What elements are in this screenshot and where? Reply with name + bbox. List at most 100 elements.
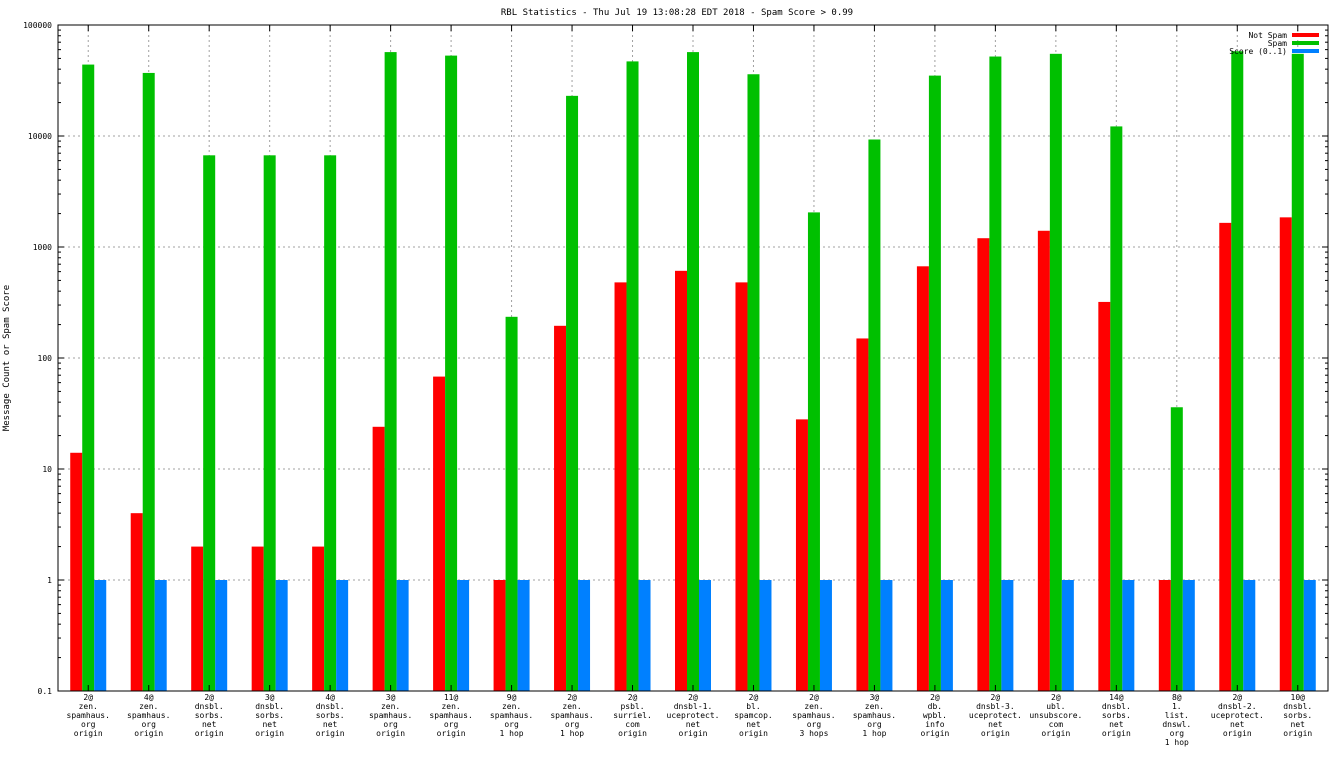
- bar-spam: [928, 75, 941, 691]
- bar-not-spam: [130, 513, 143, 691]
- x-tick-label: 3@ zen. spamhaus. org 1 hop: [853, 693, 896, 738]
- x-tick-label: 2@ dnsbl-1. uceprotect. net origin: [667, 693, 720, 738]
- bar-score-0-1: [759, 580, 772, 691]
- x-tick-label: 2@ ubl. unsubscore. com origin: [1029, 693, 1082, 738]
- bar-spam: [1291, 53, 1304, 691]
- bar-spam: [1110, 126, 1123, 691]
- bar-score-0-1: [1243, 580, 1256, 691]
- bar-score-0-1: [638, 580, 651, 691]
- bar-score-0-1: [457, 580, 470, 691]
- x-tick-label: 10@ dnsbl. sorbs. net origin: [1283, 693, 1312, 738]
- bar-not-spam: [70, 452, 83, 691]
- y-tick-label: 100000: [23, 21, 52, 30]
- x-tick-label: 14@ dnsbl. sorbs. net origin: [1102, 693, 1131, 738]
- legend-label: Not Spam: [1248, 31, 1287, 40]
- x-tick-label: 3@ zen. spamhaus. org origin: [369, 693, 412, 738]
- x-tick-label: 9@ zen. spamhaus. org 1 hop: [490, 693, 533, 738]
- bar-score-0-1: [1001, 580, 1014, 691]
- bar-not-spam: [251, 546, 264, 691]
- bar-not-spam: [1158, 580, 1171, 691]
- legend-label: Score (0..1): [1229, 47, 1287, 56]
- bar-spam: [324, 155, 337, 692]
- bar-not-spam: [1037, 230, 1050, 691]
- y-tick-label: 100: [38, 354, 53, 363]
- x-tick-label: 2@ dnsbl-3. uceprotect. net origin: [969, 693, 1022, 738]
- bars: [70, 51, 1316, 692]
- x-tick-label: 2@ bl. spamcop. net origin: [734, 693, 773, 738]
- bar-spam: [384, 52, 397, 691]
- bar-spam: [989, 56, 1002, 692]
- x-tick-label: 11@ zen. spamhaus. org origin: [429, 693, 472, 738]
- bar-spam: [626, 61, 639, 691]
- bar-not-spam: [735, 282, 748, 691]
- legend-label: Spam: [1268, 39, 1287, 48]
- x-tick-label: 4@ dnsbl. sorbs. net origin: [316, 693, 345, 738]
- bar-spam: [687, 52, 699, 691]
- x-tick-label: 2@ zen. spamhaus. org 1 hop: [550, 693, 593, 738]
- x-tick-label: 3@ dnsbl. sorbs. net origin: [255, 693, 284, 738]
- x-tick-label: 4@ zen. spamhaus. org origin: [127, 693, 170, 738]
- bar-not-spam: [493, 580, 506, 691]
- bar-spam: [445, 55, 458, 692]
- bar-not-spam: [795, 419, 808, 691]
- bar-score-0-1: [819, 580, 832, 691]
- bar-spam: [142, 72, 155, 691]
- x-tick-label: 2@ zen. spamhaus. org 3 hops: [792, 693, 835, 738]
- bar-not-spam: [856, 338, 869, 691]
- bar-not-spam: [1279, 217, 1292, 691]
- x-tick-label: 8@ 1. list. dnswl. org 1 hop: [1162, 693, 1191, 747]
- bar-not-spam: [1098, 301, 1111, 691]
- bar-spam: [203, 155, 216, 692]
- bar-spam: [868, 139, 881, 691]
- bar-score-0-1: [880, 580, 893, 691]
- bar-spam: [263, 155, 276, 692]
- bar-spam: [1231, 51, 1244, 691]
- bar-score-0-1: [215, 580, 228, 691]
- bar-spam: [1049, 53, 1062, 691]
- bar-not-spam: [433, 376, 446, 691]
- y-tick-label: 10: [42, 465, 52, 474]
- bar-spam: [505, 316, 518, 691]
- bar-score-0-1: [154, 580, 167, 691]
- bar-not-spam: [916, 266, 929, 691]
- bar-not-spam: [675, 270, 687, 691]
- x-tick-label: 2@ db. wpbl. info origin: [920, 693, 949, 738]
- bar-spam: [566, 95, 579, 692]
- bar-score-0-1: [1061, 580, 1074, 691]
- bar-score-0-1: [1303, 580, 1316, 691]
- bar-spam: [1170, 407, 1183, 691]
- x-tick-label: 2@ dnsbl. sorbs. net origin: [195, 693, 224, 738]
- bar-score-0-1: [94, 580, 107, 691]
- x-tick-label: 2@ zen. spamhaus. org origin: [67, 693, 110, 738]
- bar-score-0-1: [699, 580, 711, 691]
- y-tick-label: 10000: [28, 132, 52, 141]
- axes: 0.1 1 10 100 1000 10000 100000 2@ zen. spamhaus. o…: [23, 21, 1328, 747]
- legend-swatch: [1292, 41, 1319, 45]
- bar-not-spam: [312, 546, 325, 691]
- chart-title: RBL Statistics - Thu Jul 19 13:08:28 EDT…: [501, 8, 853, 18]
- bar-score-0-1: [517, 580, 530, 691]
- bar-not-spam: [614, 282, 627, 691]
- bar-not-spam: [554, 325, 567, 691]
- bar-not-spam: [977, 238, 990, 691]
- bar-spam: [807, 212, 820, 691]
- x-tick-label: 2@ dnsbl-2. uceprotect. net origin: [1211, 693, 1264, 738]
- legend-swatch: [1292, 33, 1319, 37]
- bar-score-0-1: [1182, 580, 1195, 691]
- legend-swatch: [1292, 49, 1319, 53]
- bar-score-0-1: [275, 580, 288, 691]
- bar-score-0-1: [940, 580, 953, 691]
- bar-score-0-1: [1122, 580, 1135, 691]
- bar-not-spam: [1219, 222, 1232, 691]
- y-tick-label: 1: [47, 576, 52, 585]
- x-tick-label: 2@ psbl. surriel. com origin: [613, 693, 652, 738]
- bar-score-0-1: [336, 580, 349, 691]
- y-axis-label: Message Count or Spam Score: [2, 285, 12, 431]
- y-tick-label: 0.1: [38, 687, 53, 696]
- bar-score-0-1: [396, 580, 409, 691]
- bar-spam: [82, 64, 95, 691]
- y-tick-label: 1000: [33, 243, 52, 252]
- bar-spam: [747, 74, 760, 691]
